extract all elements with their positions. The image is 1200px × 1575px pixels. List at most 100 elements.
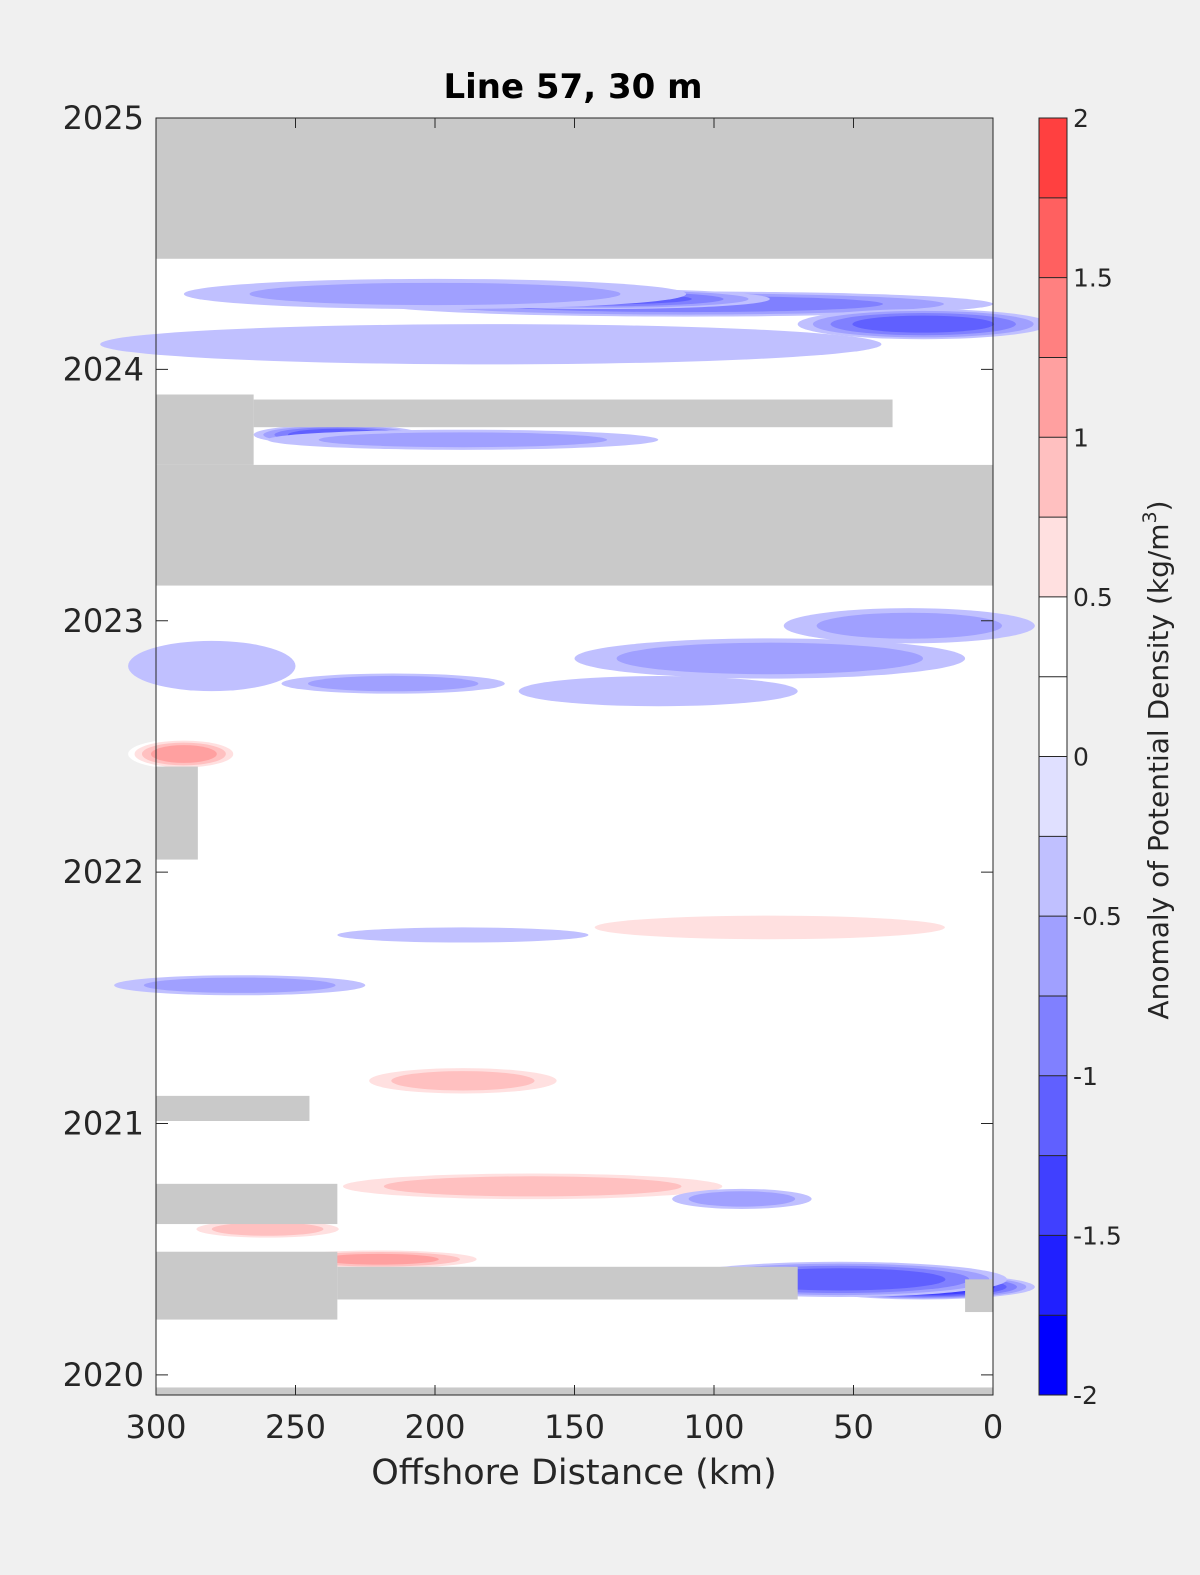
colorbar-segment [1039,995,1067,1076]
x-tick-label: 0 [983,1408,1003,1446]
colorbar-tick-label: 0.5 [1073,583,1113,612]
x-axis: 300 250 200 150 100 50 0 [125,118,1003,1446]
anomaly-blob [518,676,798,707]
anomaly-blob [783,608,1035,644]
no-data-band [156,1251,338,1320]
anomaly-blob [476,746,728,762]
anomaly-blob [100,324,882,365]
colorbar-segment [1039,836,1067,917]
contour-level [476,746,728,762]
colorbar-segment [1039,1315,1067,1395]
colorbar-ticks: 2 1.5 1 0.5 0 -0.5 -1 -1.5 -2 [1073,104,1122,1410]
colorbar-segment [1039,916,1067,996]
contour-level [318,432,608,448]
no-data-band [156,394,254,465]
x-axis-label: Offshore Distance (km) [371,1453,777,1493]
no-data-band [156,1183,338,1225]
anomaly-blob [546,912,993,943]
contour-level [211,711,324,732]
x-tick-label: 50 [833,1408,874,1446]
x-tick-label: 200 [404,1408,465,1446]
anomaly-blob [351,1065,575,1096]
anomaly-blob [574,638,966,679]
y-tick-label: 2022 [63,853,144,891]
contour-level [816,612,1003,639]
colorbar-segment [1039,676,1067,757]
y-tick-label: 2020 [63,1356,144,1394]
colorbar-tick-label: -2 [1073,1381,1098,1410]
contour-level [852,315,995,333]
anomaly-blob [183,278,687,310]
colorbar-label-text: Anomaly of Potential Density (kg/m [1142,523,1175,1019]
colorbar-segment [1039,517,1067,597]
colorbar-segment [1039,437,1067,518]
colorbar [1038,117,1068,1396]
contour-level [337,927,589,943]
anomaly-blob [211,711,324,732]
contour-level [211,1222,324,1236]
colorbar-tick-label: -1 [1073,1062,1098,1091]
x-tick-label: 150 [544,1408,605,1446]
plot-area [100,118,1049,1395]
anomaly-blob [267,429,659,450]
anomaly-blob [128,738,240,770]
contour-level [379,588,659,604]
colorbar-segment [1039,1155,1067,1236]
no-data-band [156,118,993,259]
colorbar-tick-label: 1 [1073,423,1089,452]
contour-level [383,1176,682,1197]
colorbar-label: Anomaly of Potential Density (kg/m3) [1139,500,1175,1019]
colorbar-tick-label: -1.5 [1073,1221,1122,1250]
contour-level [143,977,336,993]
colorbar-label-suffix: ) [1142,500,1175,511]
chart-title: Line 57, 30 m [443,67,702,107]
anomaly-blob [114,975,366,996]
y-tick-label: 2021 [63,1105,144,1143]
anomaly-blob [797,309,1049,340]
no-data-band [156,464,993,586]
colorbar-segment [1039,1075,1067,1156]
colorbar-tick-label: 0 [1073,743,1089,772]
contour-level [249,282,621,306]
colorbar-segment [1039,118,1067,198]
contour-level [307,675,479,692]
anomaly-blob [672,1188,812,1209]
no-data-band [337,1266,798,1300]
colorbar-tick-label: -0.5 [1073,902,1122,931]
y-axis: 2020 2021 2022 2023 2024 2025 [63,99,993,1394]
anomaly-blob [309,1171,756,1202]
contour-level [150,745,217,763]
y-tick-label: 2023 [63,602,144,640]
x-tick-label: 250 [265,1408,326,1446]
contour-level [391,1071,535,1091]
x-tick-label: 300 [125,1408,186,1446]
anomaly-blob [379,588,659,604]
contour-level [319,1253,439,1265]
no-data-band [253,399,893,428]
no-data-band [156,1095,310,1121]
colorbar-label-superscript: 3 [1139,511,1161,523]
colorbar-segment [1039,1235,1067,1316]
contour-level [518,676,798,707]
no-data-band [156,766,198,860]
anomaly-blob [379,1108,938,1149]
anomaly-blob [281,673,505,694]
colorbar-segment [1039,277,1067,358]
x-tick-label: 100 [683,1408,744,1446]
anomaly-blob [337,927,589,943]
contour-level [616,642,924,675]
contour-level [100,324,882,365]
colorbar-tick-label: 2 [1073,104,1089,133]
contour-level [594,915,945,940]
colorbar-tick-label: 1.5 [1073,264,1113,293]
anomaly-blob [128,640,296,692]
y-tick-label: 2024 [63,350,144,388]
no-data-band [965,1279,993,1313]
contour-level [128,640,296,692]
contour-level [688,1191,796,1207]
colorbar-segment [1039,756,1067,837]
contour-level [379,1108,938,1149]
colorbar-segment [1039,357,1067,438]
colorbar-segment [1039,596,1067,677]
